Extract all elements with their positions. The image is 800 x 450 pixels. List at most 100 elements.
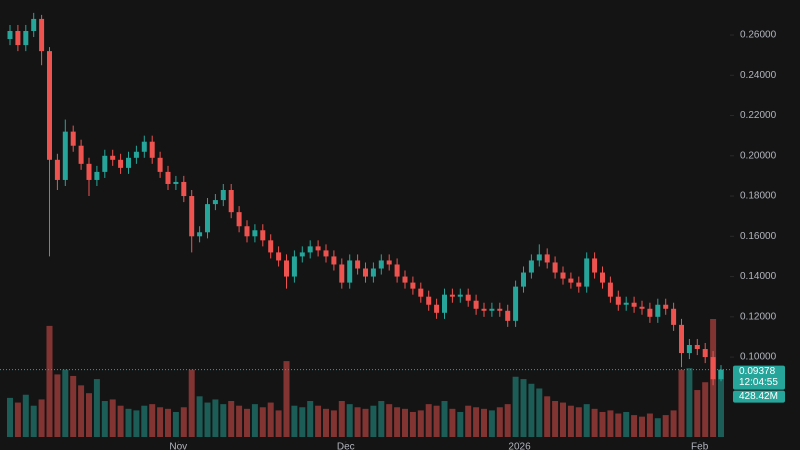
candle-body bbox=[15, 30, 21, 46]
volume-bar bbox=[394, 407, 401, 437]
candle-body bbox=[560, 272, 566, 279]
volume-bar bbox=[670, 410, 677, 437]
volume-bar bbox=[402, 408, 408, 437]
candle-body bbox=[655, 304, 661, 317]
candle-body bbox=[710, 357, 716, 380]
volume-bar bbox=[188, 369, 195, 437]
candle-body bbox=[489, 308, 495, 311]
candle-body bbox=[205, 204, 210, 233]
y-tick-label: 0.14000 bbox=[740, 271, 777, 282]
candle-body bbox=[718, 369, 724, 380]
candle-body bbox=[260, 230, 266, 241]
volume-bar bbox=[259, 407, 266, 437]
volume-bar bbox=[251, 404, 258, 437]
x-tick-label: 2026 bbox=[508, 442, 531, 450]
volume-bar bbox=[615, 413, 622, 437]
candle-body bbox=[394, 264, 400, 277]
y-tick-label: 0.26000 bbox=[740, 30, 777, 41]
volume-bar bbox=[78, 385, 85, 437]
candle-body bbox=[299, 252, 305, 257]
candle-body bbox=[86, 163, 92, 180]
candle-body bbox=[244, 226, 250, 237]
y-tick-label: 0.20000 bbox=[740, 150, 777, 161]
volume-bar bbox=[196, 396, 203, 437]
volume-bar bbox=[686, 368, 693, 437]
volume-tag-label: 428.42M bbox=[739, 391, 778, 402]
volume-bar bbox=[291, 405, 298, 437]
x-tick-label: Feb bbox=[691, 442, 709, 450]
countdown-label: 12:04:55 bbox=[739, 377, 778, 388]
candle-body bbox=[663, 304, 669, 309]
candle-body bbox=[54, 159, 60, 180]
candle-body bbox=[521, 272, 526, 287]
volume-bar bbox=[307, 401, 314, 437]
candle-body bbox=[252, 230, 258, 237]
volume-bar bbox=[267, 402, 274, 437]
candle-body bbox=[181, 181, 187, 197]
candle-body bbox=[363, 268, 368, 277]
price-pane bbox=[7, 12, 724, 386]
volume-bar bbox=[654, 418, 661, 437]
candle-body bbox=[631, 302, 637, 307]
volume-bar bbox=[7, 397, 13, 437]
volume-bar bbox=[591, 408, 598, 437]
volume-pane bbox=[7, 319, 724, 437]
price-tag-label: 0.09378 bbox=[739, 366, 776, 377]
volume-tag bbox=[733, 390, 785, 403]
volume-bar bbox=[315, 405, 322, 437]
volume-bar bbox=[86, 393, 92, 437]
candle-body bbox=[268, 240, 274, 253]
candle-body bbox=[481, 308, 487, 311]
candle-body bbox=[339, 264, 345, 283]
candle-body bbox=[173, 181, 179, 184]
candle-body bbox=[607, 282, 613, 297]
volume-bar bbox=[244, 408, 250, 437]
price-tag bbox=[733, 365, 785, 390]
volume-bar bbox=[125, 408, 132, 437]
volume-bar bbox=[46, 325, 53, 437]
candle-body bbox=[544, 254, 550, 263]
candle-body bbox=[315, 246, 321, 251]
volume-bar bbox=[520, 379, 527, 437]
candle-body bbox=[284, 260, 289, 277]
volume-bar bbox=[536, 388, 543, 437]
volume-bar bbox=[417, 410, 424, 437]
candle-body bbox=[639, 306, 645, 309]
volume-bar bbox=[14, 402, 21, 437]
volume-bar bbox=[488, 410, 495, 437]
candle-body bbox=[62, 131, 68, 180]
x-tick-label: Nov bbox=[169, 442, 187, 450]
volume-bar bbox=[473, 407, 480, 437]
candle-body bbox=[7, 30, 13, 40]
volume-bar bbox=[109, 399, 116, 437]
volume-bar bbox=[354, 407, 361, 437]
candle-body bbox=[102, 155, 108, 172]
candle-body bbox=[647, 308, 653, 317]
candle-body bbox=[307, 246, 313, 253]
volume-bar bbox=[283, 361, 290, 437]
candle-body bbox=[197, 232, 203, 237]
candle-body bbox=[623, 302, 629, 305]
volume-bar bbox=[299, 407, 306, 437]
y-tick-label: 0.16000 bbox=[740, 231, 777, 242]
candle-body bbox=[347, 260, 353, 283]
candle-body bbox=[355, 260, 361, 269]
candle-body bbox=[386, 260, 392, 265]
volume-bar bbox=[70, 375, 77, 437]
candle-body bbox=[157, 157, 163, 172]
volume-bar bbox=[141, 405, 148, 437]
candle-body bbox=[378, 260, 384, 269]
volume-bar bbox=[204, 402, 211, 437]
volume-bar bbox=[236, 405, 243, 437]
volume-bar bbox=[180, 407, 187, 437]
volume-bar bbox=[133, 410, 140, 437]
candle-body bbox=[702, 349, 708, 358]
candle-body bbox=[528, 260, 534, 273]
candle-body bbox=[189, 196, 195, 237]
candle-body bbox=[228, 190, 234, 213]
volume-bar bbox=[481, 408, 487, 437]
volume-bar bbox=[38, 399, 45, 437]
candle-body bbox=[118, 159, 124, 168]
candle-body bbox=[694, 344, 700, 350]
candle-body bbox=[370, 268, 376, 277]
